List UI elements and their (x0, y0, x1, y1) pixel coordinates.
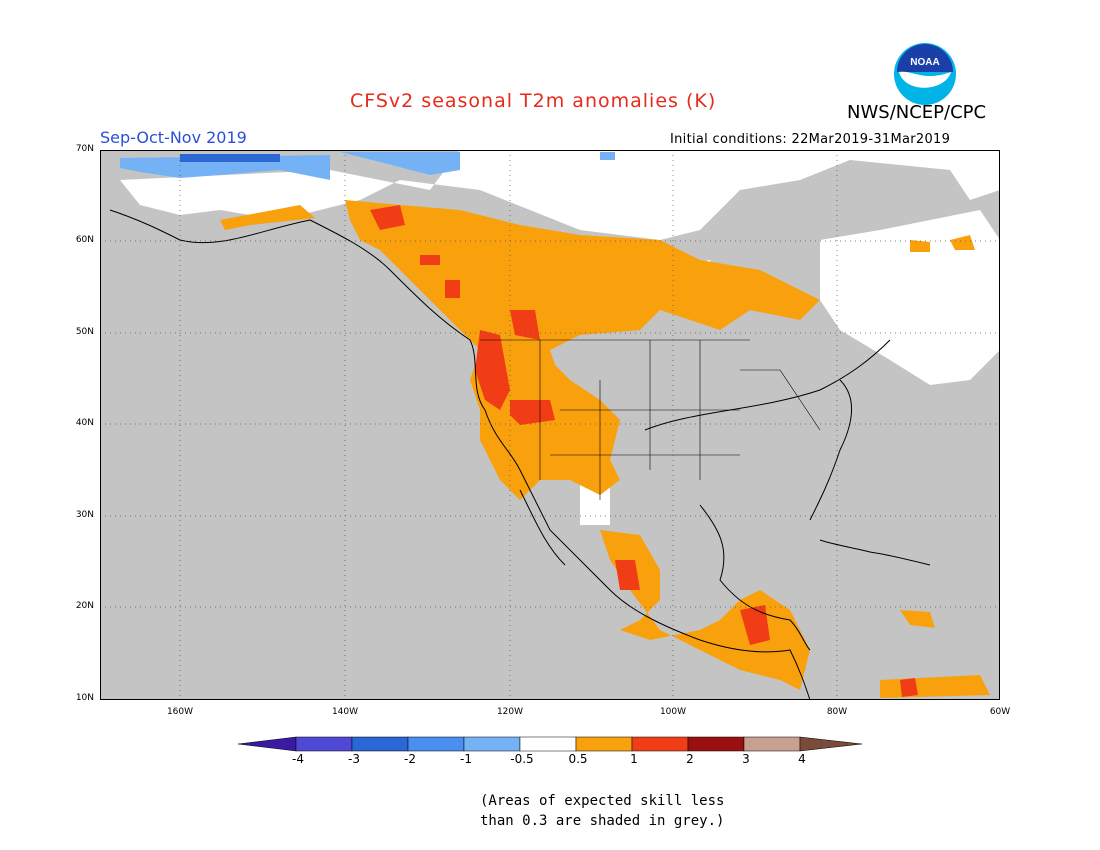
colorbar (238, 736, 862, 752)
lat-label-20n: 20N (75, 601, 94, 611)
colorbar-label: 0.5 (568, 752, 588, 766)
lat-label-60n: 60N (75, 235, 94, 245)
colorbar-label: -0.5 (510, 752, 534, 766)
lon-label-120w: 120W (496, 707, 524, 717)
colorbar-label: -1 (460, 752, 472, 766)
noaa-logo: NOAA (894, 43, 956, 105)
lon-label-60w: 60W (989, 707, 1011, 717)
lat-label-40n: 40N (75, 418, 94, 428)
noaa-logo-text: NOAA (910, 57, 939, 68)
cool-anomalies (120, 152, 615, 180)
lon-label-160w: 160W (166, 707, 194, 717)
lat-label-50n: 50N (75, 327, 94, 337)
lon-label-80w: 80W (826, 707, 848, 717)
strong-warm-anomalies (370, 205, 918, 697)
organization-label: NWS/NCEP/CPC (847, 102, 987, 123)
anomaly-map (100, 150, 1000, 700)
skill-note-line2: than 0.3 are shaded in grey.) (480, 813, 725, 829)
colorbar-label: -2 (404, 752, 416, 766)
lat-label-30n: 30N (75, 510, 94, 520)
lat-label-10n: 10N (75, 693, 94, 703)
coastlines (109, 209, 931, 700)
gridlines (100, 150, 1000, 700)
skill-note: (Areas of expected skill less than 0.3 a… (480, 791, 724, 831)
colorbar-label: 2 (686, 752, 694, 766)
lon-label-140w: 140W (331, 707, 359, 717)
lat-label-70n: 70N (75, 144, 94, 154)
colorbar-label: 1 (630, 752, 638, 766)
map-title: CFSv2 seasonal T2m anomalies (K) (350, 90, 717, 112)
colorbar-label: 3 (742, 752, 750, 766)
state-borders (480, 339, 821, 500)
colorbar-label: -4 (292, 752, 304, 766)
colorbar-label: 4 (798, 752, 806, 766)
colorbar-label: -3 (348, 752, 360, 766)
skill-note-line1: (Areas of expected skill less (480, 793, 725, 809)
lon-label-100w: 100W (659, 707, 687, 717)
season-label: Sep-Oct-Nov 2019 (100, 128, 247, 147)
initial-conditions-label: Initial conditions: 22Mar2019-31Mar2019 (670, 132, 951, 147)
